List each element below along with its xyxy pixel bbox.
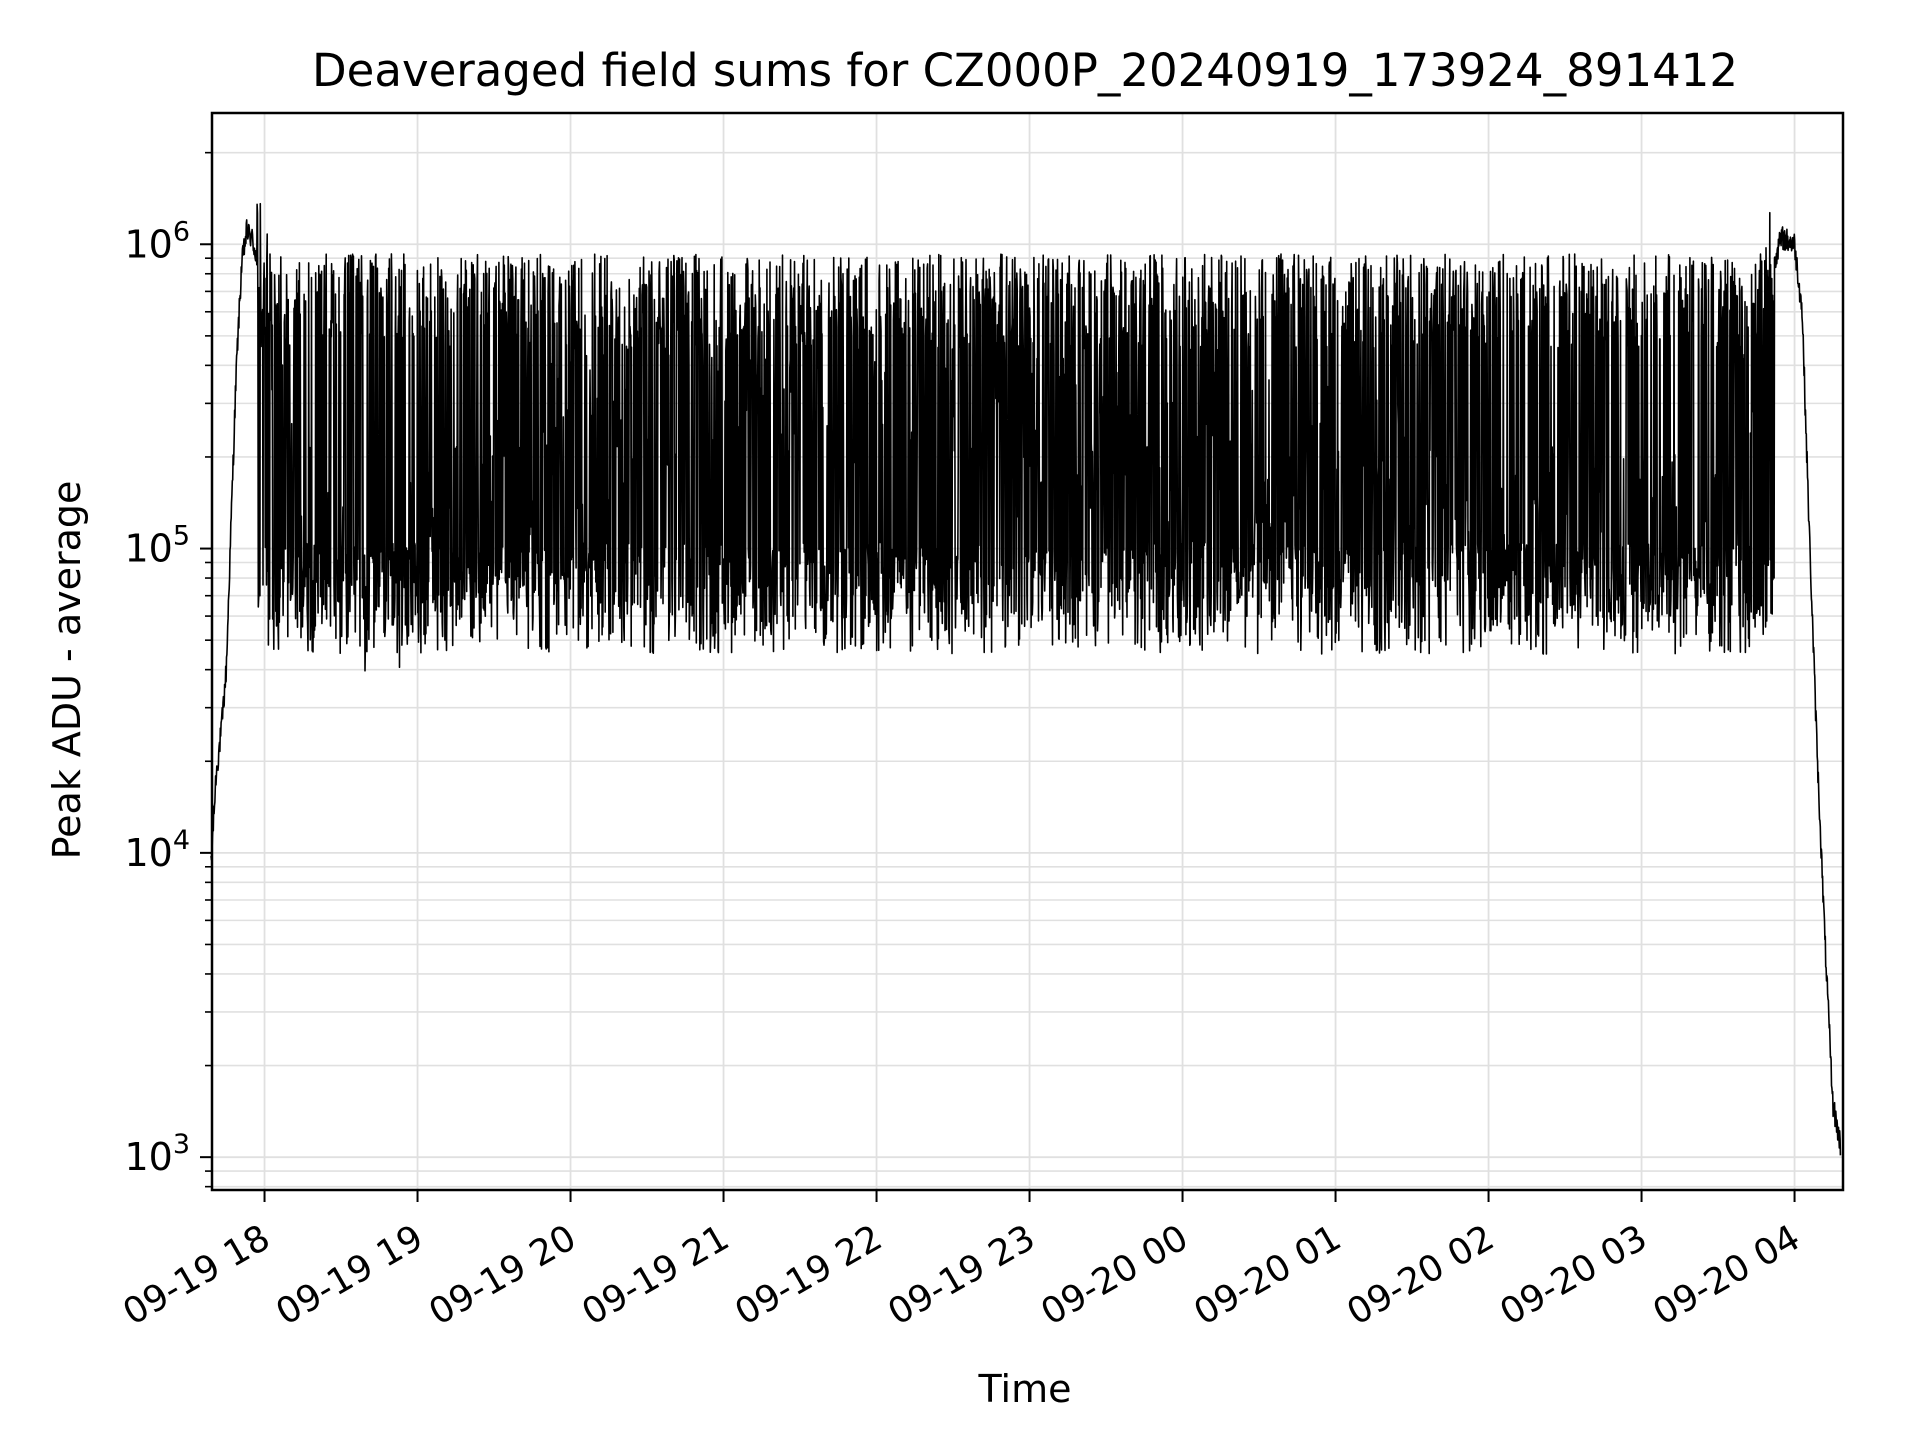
plot-area (210, 202, 1842, 1156)
y-tick-label: 106 (124, 216, 190, 266)
chart-title: Deaveraged field sums for CZ000P_2024091… (312, 44, 1738, 97)
y-axis-label: Peak ADU - average (45, 481, 89, 860)
x-axis-label: Time (978, 1367, 1072, 1411)
y-axis: 103 104 105 106 (124, 151, 212, 1188)
x-tick-label: 09-20 02 (1340, 1217, 1501, 1333)
x-tick-label: 09-19 23 (881, 1217, 1042, 1333)
x-tick-label: 09-19 19 (269, 1217, 430, 1333)
x-tick-label: 09-19 21 (575, 1217, 736, 1333)
y-tick-label: 105 (124, 521, 190, 571)
x-tick-label: 09-20 01 (1187, 1217, 1348, 1333)
y-tick-label: 104 (124, 825, 190, 875)
x-tick-label: 09-20 03 (1493, 1217, 1654, 1333)
plot-frame (210, 111, 1845, 1192)
x-tick-label: 09-19 22 (728, 1217, 889, 1333)
grid-lines (212, 113, 1843, 1190)
series-line (210, 202, 1842, 1156)
x-tick-label: 09-19 18 (116, 1217, 277, 1333)
y-tick-label: 103 (124, 1129, 190, 1179)
x-tick-label: 09-20 00 (1034, 1217, 1195, 1333)
x-tick-label: 09-20 04 (1646, 1217, 1807, 1333)
x-tick-label: 09-19 20 (422, 1217, 583, 1333)
